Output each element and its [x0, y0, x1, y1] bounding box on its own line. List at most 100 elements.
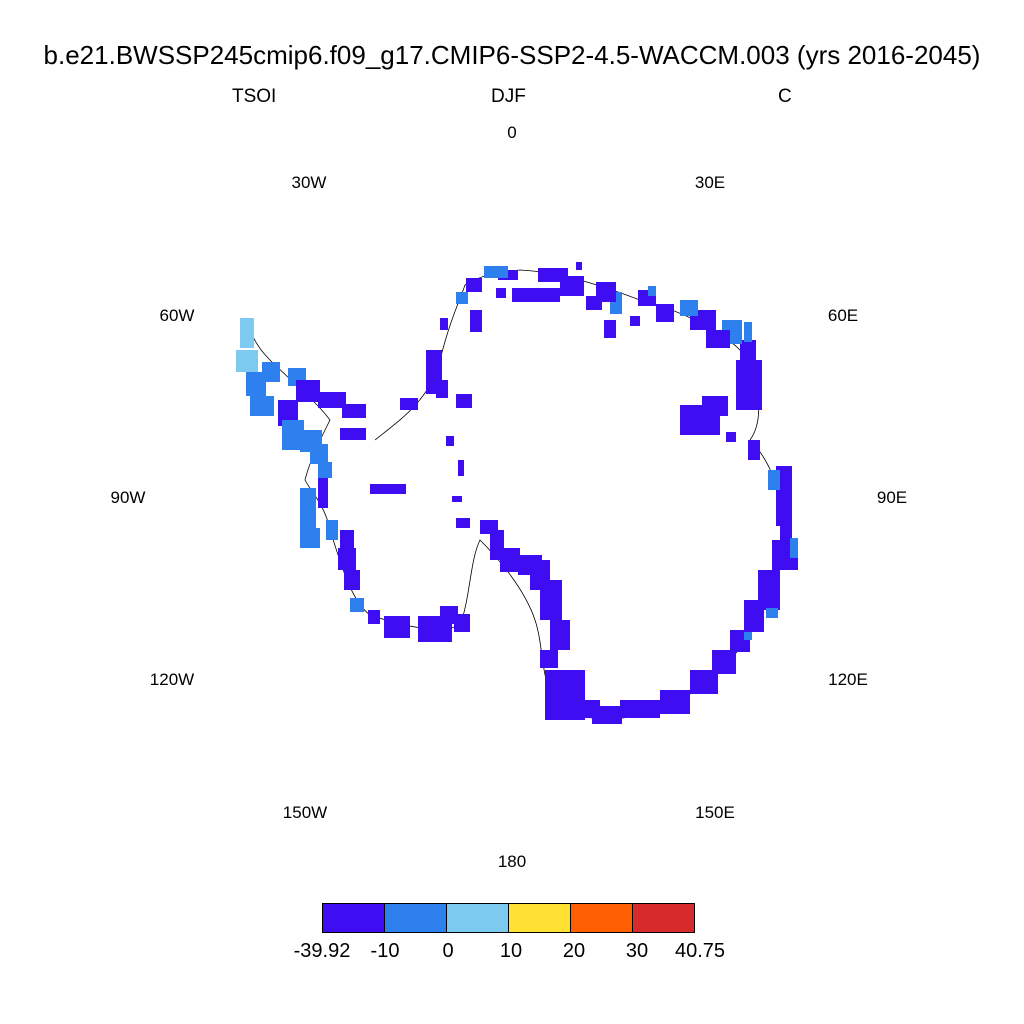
- temperature-cell: [744, 322, 752, 342]
- colorbar-box-0: [322, 903, 385, 933]
- lon-label-30e: 30E: [694, 173, 726, 192]
- temperature-cell: [296, 380, 320, 402]
- temperature-cell: [370, 484, 406, 494]
- coastline: [249, 269, 787, 720]
- colorbar-label: 10: [499, 940, 523, 962]
- temperature-cell: [706, 330, 730, 348]
- temperature-cell: [340, 530, 354, 548]
- temperature-cell: [456, 292, 468, 304]
- temperature-cell: [790, 538, 798, 558]
- colorbar-label: 30: [625, 940, 649, 962]
- temperature-cell: [712, 650, 736, 674]
- temperature-cell: [758, 570, 780, 610]
- temperature-cell: [344, 570, 360, 590]
- colorbar-box-3: [508, 903, 571, 933]
- temperature-cell: [384, 616, 410, 638]
- temperature-cell: [310, 444, 328, 464]
- temperature-cell: [736, 360, 762, 410]
- temperature-cell: [342, 404, 366, 418]
- temperature-cell: [240, 318, 254, 348]
- lon-label-120e: 120E: [828, 670, 868, 689]
- temperature-cell: [648, 286, 656, 296]
- temperature-cell: [368, 610, 380, 624]
- temperature-cell: [630, 316, 640, 326]
- right-string: C: [778, 86, 792, 107]
- temperature-cell: [282, 420, 304, 450]
- temperature-cell: [250, 396, 274, 416]
- colorbar: [322, 903, 695, 933]
- temperature-cell: [484, 266, 508, 278]
- temperature-cell: [436, 380, 448, 398]
- lon-label-90e: 90E: [876, 488, 908, 507]
- colorbar-box-2: [446, 903, 509, 933]
- temperature-cell: [726, 432, 736, 442]
- colorbar-label-min: -39.92: [293, 940, 351, 962]
- temperature-cell: [300, 528, 320, 548]
- temperature-cell: [744, 632, 752, 640]
- temperature-cell: [318, 478, 328, 508]
- temperature-cell: [246, 372, 266, 396]
- temperature-cell: [350, 598, 364, 612]
- colorbar-label-max: 40.75: [674, 940, 726, 962]
- left-string: TSOI: [232, 86, 277, 107]
- lon-label-90w: 90W: [110, 488, 146, 507]
- temperature-cell: [496, 288, 506, 298]
- temperature-cell: [452, 496, 462, 502]
- temperature-cell: [500, 548, 520, 572]
- temperature-cell: [456, 518, 470, 528]
- temperature-cell: [740, 340, 756, 364]
- temperature-cell: [470, 310, 482, 332]
- temperature-cell: [538, 268, 568, 282]
- colorbar-label: 20: [562, 940, 586, 962]
- temperature-cell: [300, 488, 316, 528]
- temperature-cell: [338, 548, 356, 570]
- temperature-cell: [550, 620, 570, 650]
- temperature-cell: [318, 392, 346, 408]
- lon-label-150w: 150W: [282, 803, 328, 822]
- center-string: DJF: [491, 86, 526, 107]
- temperature-cell: [768, 470, 780, 490]
- temperature-cell: [540, 650, 558, 668]
- temperature-cell: [748, 440, 760, 460]
- temperature-cell: [680, 300, 698, 316]
- colorbar-label: -10: [370, 940, 400, 962]
- temperature-cell: [466, 278, 482, 292]
- temperature-cell: [340, 428, 366, 440]
- lon-label-150e: 150E: [695, 803, 735, 822]
- lon-label-60e: 60E: [827, 306, 859, 325]
- colorbar-box-4: [570, 903, 633, 933]
- plot-title: b.e21.BWSSP245cmip6.f09_g17.CMIP6-SSP2-4…: [43, 40, 981, 70]
- lon-label-30w: 30W: [291, 173, 327, 192]
- colorbar-box-1: [384, 903, 447, 933]
- temperature-cell: [236, 350, 258, 372]
- temperature-cell: [318, 462, 332, 478]
- temperature-cell: [660, 690, 690, 714]
- temperature-cell: [766, 608, 778, 618]
- temperature-cell: [604, 320, 616, 338]
- lon-label-180: 180: [497, 852, 527, 871]
- lon-label-120w: 120W: [149, 670, 195, 689]
- temperature-cells: [236, 262, 798, 724]
- temperature-cell: [540, 580, 562, 620]
- temperature-cell: [446, 436, 454, 446]
- temperature-cell: [454, 614, 470, 632]
- temperature-cell: [620, 700, 660, 718]
- lon-label-60w: 60W: [159, 306, 195, 325]
- colorbar-label: 0: [442, 940, 454, 962]
- temperature-cell: [656, 304, 674, 322]
- temperature-cell: [512, 288, 560, 302]
- temperature-cell: [400, 398, 418, 410]
- colorbar-box-5: [632, 903, 695, 933]
- temperature-cell: [576, 262, 582, 270]
- temperature-cell: [592, 706, 622, 724]
- temperature-cell: [326, 520, 338, 540]
- temperature-cell: [456, 394, 472, 408]
- lon-label-0: 0: [507, 123, 517, 142]
- temperature-cell: [262, 362, 280, 382]
- temperature-cell: [278, 400, 298, 426]
- temperature-cell: [702, 396, 728, 416]
- temperature-cell: [458, 460, 464, 476]
- temperature-cell: [440, 318, 448, 330]
- temperature-cell: [586, 296, 602, 310]
